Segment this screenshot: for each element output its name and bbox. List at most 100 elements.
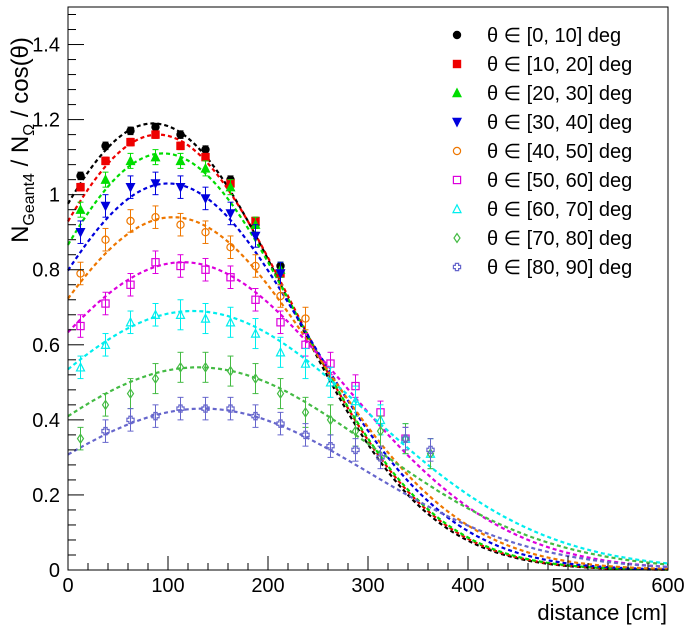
data-point xyxy=(101,235,110,244)
legend-label: θ ∈ [10, 20] deg xyxy=(487,54,632,76)
y-tick-label: 0 xyxy=(49,560,60,582)
data-point xyxy=(201,404,210,413)
data-point xyxy=(101,156,110,166)
data-point xyxy=(151,212,160,222)
data-point xyxy=(100,339,111,349)
data-point xyxy=(452,117,462,128)
x-tick-label: 100 xyxy=(151,575,184,597)
data-point xyxy=(126,415,135,425)
data-point xyxy=(452,30,462,40)
data-point xyxy=(225,316,236,327)
data-point xyxy=(325,376,336,387)
y-tick-label: 0.4 xyxy=(32,410,60,432)
legend: θ ∈ [0, 10] deg θ ∈ [10, 20] deg θ ∈ [20, … xyxy=(452,25,632,279)
data-point xyxy=(151,258,160,267)
x-tick-label: 300 xyxy=(351,575,384,597)
data-point xyxy=(125,182,136,193)
data-point xyxy=(126,388,135,400)
data-point xyxy=(275,269,286,280)
data-point xyxy=(100,174,111,184)
data-point xyxy=(201,145,210,154)
data-point xyxy=(101,426,110,436)
data-point xyxy=(251,295,260,304)
x-axis-label: distance [cm] xyxy=(537,600,667,625)
data-point xyxy=(276,318,285,327)
data-point xyxy=(176,361,185,373)
data-point xyxy=(276,419,285,428)
data-point xyxy=(226,273,235,282)
data-point xyxy=(201,361,210,373)
legend-label: θ ∈ [40, 50] deg xyxy=(487,141,632,163)
data-point xyxy=(401,434,410,443)
data-point xyxy=(175,182,186,193)
data-point xyxy=(76,171,85,181)
data-point xyxy=(101,141,110,151)
y-tick-label: 0.2 xyxy=(32,485,60,507)
x-tick-label: 500 xyxy=(551,575,584,597)
x-tick-label: 400 xyxy=(451,575,484,597)
legend-label: θ ∈ [0, 10] deg xyxy=(487,25,621,47)
series-group xyxy=(101,396,435,470)
data-point xyxy=(275,346,286,357)
legend-label: θ ∈ [20, 30] deg xyxy=(487,83,632,105)
data-point xyxy=(75,228,86,238)
y-tick-label: 1.4 xyxy=(32,35,60,57)
data-point xyxy=(125,155,136,166)
data-point xyxy=(351,445,360,455)
data-point xyxy=(76,433,85,445)
data-point xyxy=(226,404,235,413)
data-point xyxy=(150,151,161,162)
y-axis-label: NGeant4 / NΩ / cos(θ) xyxy=(7,37,38,243)
data-point xyxy=(125,316,136,327)
data-point xyxy=(452,87,462,98)
data-point xyxy=(226,365,235,377)
data-point xyxy=(151,373,160,385)
data-point xyxy=(452,203,462,214)
data-point xyxy=(151,130,160,139)
plot-area xyxy=(67,122,669,571)
data-point xyxy=(175,155,186,166)
data-point xyxy=(276,291,285,301)
y-axis-label-mid: / N xyxy=(7,136,34,173)
data-point xyxy=(226,243,235,252)
data-point xyxy=(200,162,211,173)
data-point xyxy=(126,126,135,136)
x-tick-label: 600 xyxy=(651,575,684,597)
data-point xyxy=(452,146,462,156)
data-point xyxy=(126,216,135,226)
data-point xyxy=(251,261,260,271)
series-group xyxy=(75,171,286,286)
y-axis-label-sub2: Ω xyxy=(21,124,38,136)
data-point xyxy=(326,441,335,451)
data-point xyxy=(100,201,111,212)
legend-label: θ ∈ [80, 90] deg xyxy=(487,257,632,279)
data-point xyxy=(200,194,211,204)
data-point xyxy=(453,232,461,244)
legend-label: θ ∈ [50, 60] deg xyxy=(487,170,632,192)
data-point xyxy=(75,204,86,214)
data-point xyxy=(351,425,360,437)
data-point xyxy=(225,181,236,192)
data-point xyxy=(75,361,86,372)
y-axis-label-tail: / cos(θ) xyxy=(7,37,34,124)
data-point xyxy=(251,373,260,385)
data-point xyxy=(176,141,185,151)
data-point xyxy=(176,220,185,229)
data-point xyxy=(376,425,385,437)
data-point xyxy=(300,358,311,368)
x-tick-label: 200 xyxy=(251,575,284,597)
data-point xyxy=(126,280,135,289)
data-point xyxy=(250,231,261,242)
fit-curve xyxy=(67,366,669,566)
data-point xyxy=(350,395,361,406)
data-point xyxy=(200,313,211,323)
data-point xyxy=(201,152,210,162)
data-point xyxy=(251,411,260,421)
data-point xyxy=(426,445,435,455)
data-point xyxy=(201,265,210,274)
y-tick-label: 1 xyxy=(49,185,60,207)
data-point xyxy=(151,411,160,421)
y-axis-label-sub1: Geant4 xyxy=(21,173,38,226)
y-axis-label-main: N xyxy=(7,226,34,243)
